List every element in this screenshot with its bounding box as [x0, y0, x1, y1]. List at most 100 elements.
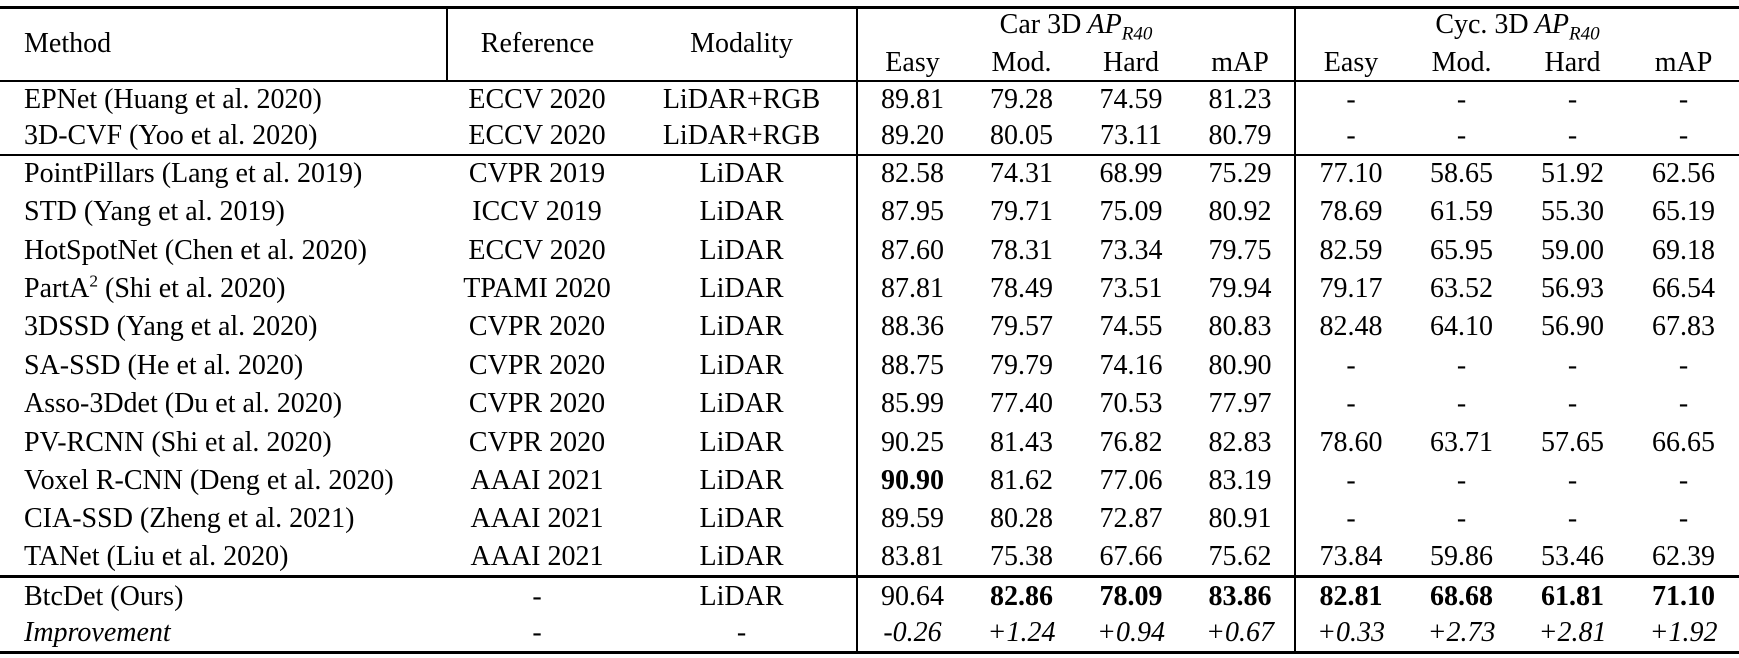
metric-cell: 70.53: [1099, 388, 1163, 420]
metric-cell: 74.55: [1099, 311, 1163, 343]
metric-cell: 56.93: [1541, 272, 1605, 304]
section-lidar-methods: PointPillars (Lang et al. 2019) CVPR 2019…: [0, 154, 1739, 579]
metric-cell: 75.29: [1186, 154, 1297, 193]
table-row: Asso-3Ddet (Du et al. 2020) CVPR 2020 LiDA…: [0, 384, 1739, 424]
metric-cell: -: [1567, 503, 1578, 535]
metric-cell: 83.19: [1186, 461, 1297, 501]
metric-cell: 88.75: [881, 349, 944, 381]
metric-cell: 78.69: [1319, 196, 1383, 228]
metric-cell: 87.81: [881, 272, 944, 304]
metric-cell: -: [1517, 117, 1629, 156]
method-cell: TANet (Liu et al. 2020): [0, 538, 447, 579]
metric-cell: +2.73: [1427, 617, 1496, 649]
metric-cell: -: [1567, 464, 1578, 496]
metric-cell: 59.86: [1406, 538, 1518, 579]
metric-cell: 66.65: [1652, 426, 1716, 458]
modality-cell: LiDAR: [627, 384, 858, 424]
metric-cell: 78.09: [1099, 580, 1163, 612]
col-subheader-cyc-map: mAP: [1628, 45, 1739, 82]
metric-cell: 61.81: [1541, 580, 1605, 612]
reference-cell: ICCV 2019: [472, 196, 602, 228]
metric-cell: 82.58: [881, 158, 944, 190]
metric-cell: 58.65: [1430, 158, 1494, 190]
col-subheader-cyc-mod: Mod.: [1406, 45, 1518, 82]
col-subheader-cyc-hard: Hard: [1517, 45, 1629, 82]
metric-cell: +0.94: [1097, 617, 1165, 649]
metric-cell: 89.81: [881, 83, 944, 115]
table-row: HotSpotNet (Chen et al. 2020) ECCV 2020 Li…: [0, 231, 1739, 270]
metric-cell: -: [1295, 117, 1407, 156]
metric-cell: 73.84: [1295, 538, 1407, 579]
metric-cell: +1.92: [1649, 617, 1718, 649]
col-group-cyc-3d-ap: Cyc. 3D APR40: [1295, 8, 1739, 46]
modality-cell: LiDAR: [627, 308, 858, 347]
table-row: PV-RCNN (Shi et al. 2020) CVPR 2020 LiDAR 9…: [0, 423, 1739, 462]
reference-cell: CVPR 2019: [468, 158, 606, 190]
table-row: EPNet (Huang et al. 2020) ECCV 2020 LiDAR+…: [0, 80, 1739, 118]
col-group-car-3d-ap: Car 3D APR40: [857, 7, 1297, 46]
reference-cell: CVPR 2020: [468, 349, 606, 381]
metric-cell: 74.31: [990, 158, 1053, 190]
method-cell: 3D-CVF (Yoo et al. 2020): [0, 117, 447, 156]
table-row: TANet (Liu et al. 2020) AAAI 2021 LiDAR 83.…: [0, 538, 1739, 579]
metric-cell: 79.28: [990, 83, 1053, 115]
metric-cell: -: [1567, 349, 1578, 381]
table-row: SA-SSD (He et al. 2020) CVPR 2020 LiDAR 88.…: [0, 346, 1739, 385]
col-header-reference: Reference: [447, 7, 627, 82]
method-cell: SA-SSD (He et al. 2020): [24, 349, 304, 381]
metric-cell: 65.95: [1430, 234, 1494, 266]
metric-cell: 79.71: [990, 196, 1053, 228]
metric-cell: -: [1678, 83, 1689, 115]
method-cell: CIA-SSD (Zheng et al. 2021): [24, 503, 355, 535]
metric-cell: -0.26: [883, 617, 942, 649]
modality-cell: LiDAR: [627, 346, 858, 385]
metric-cell: 62.39: [1628, 538, 1739, 579]
table-header: Method Reference Modality Car 3D APR40 Cy…: [0, 7, 1739, 82]
ap-r40-notation: APR40: [1534, 9, 1600, 45]
modality-cell: LiDAR: [627, 576, 858, 615]
metric-cell: 55.30: [1541, 196, 1605, 228]
metric-cell: 75.38: [967, 538, 1076, 579]
col-subheader-car-hard: Hard: [1076, 45, 1186, 82]
metric-cell: -: [1456, 464, 1467, 496]
modality-cell: LiDAR: [627, 461, 858, 501]
metric-cell: 85.99: [881, 388, 944, 420]
metric-cell: 90.25: [881, 426, 944, 458]
modality-cell: LiDAR+RGB: [627, 117, 858, 156]
metric-cell: 80.05: [967, 117, 1076, 156]
method-cell: PV-RCNN (Shi et al. 2020): [24, 426, 332, 458]
metric-cell: 63.71: [1430, 426, 1494, 458]
metric-cell: 82.83: [1186, 423, 1297, 462]
ap-r40-notation: APR40: [1087, 9, 1153, 45]
metric-cell: -: [1346, 503, 1356, 535]
table-row: CIA-SSD (Zheng et al. 2021) AAAI 2021 LiDA…: [0, 500, 1739, 539]
table-row: BtcDet (Ours) - LiDAR 90.64 82.86 78.09 83.86 8…: [0, 576, 1739, 615]
metric-cell: 80.90: [1186, 346, 1297, 385]
metric-cell: -: [1346, 388, 1356, 420]
col-subheader-car-easy: Easy: [857, 45, 967, 82]
metric-cell: 89.59: [881, 503, 944, 535]
table-header-row-metrics: Easy Mod. Hard mAP Easy Mod. Hard mAP: [0, 45, 1739, 82]
metric-cell: 74.59: [1099, 83, 1163, 115]
metric-cell: 78.49: [990, 272, 1053, 304]
metric-cell: 87.60: [881, 234, 944, 266]
table-header-row-groups: Method Reference Modality Car 3D APR40 Cy…: [0, 7, 1739, 82]
metric-cell: 75.09: [1099, 196, 1163, 228]
method-cell: PartA2 (Shi et al. 2020): [24, 271, 286, 304]
metric-cell: 53.46: [1517, 538, 1629, 579]
reference-cell: AAAI 2021: [447, 538, 627, 579]
metric-cell: 82.48: [1319, 311, 1383, 343]
metric-cell: +1.24: [987, 617, 1056, 649]
metric-cell: 71.10: [1652, 580, 1716, 612]
reference-cell: ECCV 2020: [468, 83, 606, 115]
metric-cell: 79.57: [990, 311, 1053, 343]
metric-cell: 64.10: [1430, 311, 1494, 343]
reference-cell: AAAI 2021: [470, 503, 604, 535]
metric-cell: -: [1678, 503, 1689, 535]
metric-cell: 63.52: [1430, 272, 1494, 304]
metric-cell: -: [1346, 83, 1356, 115]
method-cell: BtcDet (Ours): [24, 580, 184, 612]
metric-cell: 77.06: [1099, 464, 1163, 496]
metric-cell: 67.66: [1076, 538, 1186, 579]
